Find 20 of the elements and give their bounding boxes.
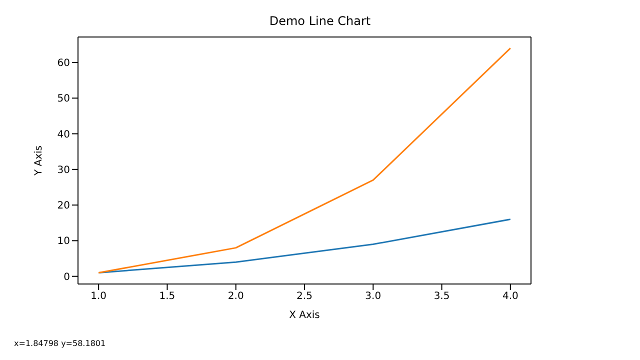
y-tick-label: 20: [57, 200, 70, 212]
y-tick-label: 0: [64, 272, 70, 283]
x-tick-label: 4.0: [502, 291, 518, 302]
x-tick-label: 2.0: [228, 291, 244, 302]
x-tick-label: 1.0: [90, 291, 107, 302]
y-tick-label: 60: [57, 58, 70, 70]
y-tick-label: 40: [57, 129, 70, 140]
y-tick-label: 10: [57, 236, 70, 248]
x-tick-label: 3.5: [434, 291, 450, 302]
y-axis-title: Y Axis: [34, 145, 45, 177]
chart-title: Demo Line Chart: [268, 13, 372, 30]
y-tick-label: 30: [57, 164, 70, 176]
x-tick-label: 1.5: [159, 291, 176, 302]
x-axis-title: X Axis: [289, 310, 320, 321]
y-tick-label: 50: [57, 94, 70, 105]
line-series: [98, 218, 512, 274]
line-series: [98, 47, 512, 274]
x-tick-label: 2.5: [296, 291, 312, 302]
text: x=1.84798 y=58.1801: [14, 339, 106, 348]
x-tick-label: 3.0: [365, 291, 382, 302]
